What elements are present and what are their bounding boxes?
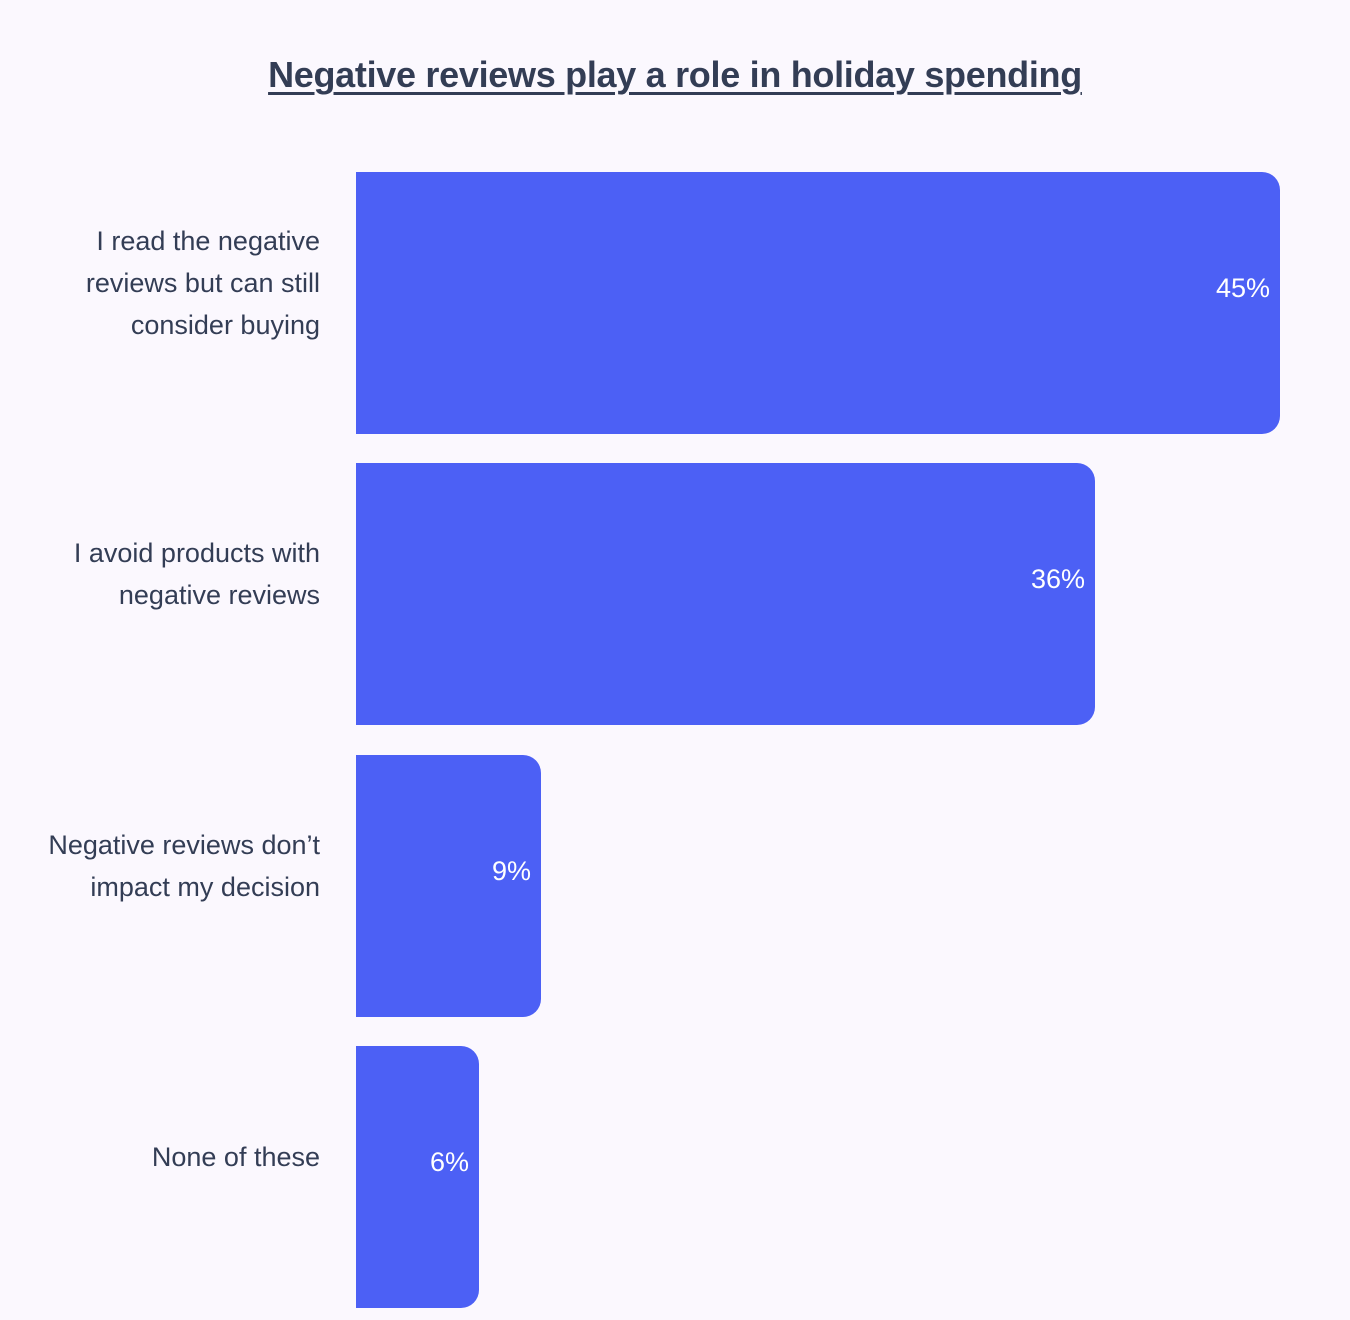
value-label: 45% [1215,273,1270,303]
value-label: 9% [491,856,531,886]
bar [356,1046,479,1308]
chart-title: Negative reviews play a role in holiday … [268,54,1082,95]
category-label: None of these [151,1142,320,1172]
category-label: I read the negative reviews but can stil… [85,226,320,340]
bar [356,755,541,1017]
category-label: I avoid products with negative reviews [73,538,320,610]
value-label: 6% [429,1147,469,1177]
category-label: Negative reviews don’t impact my decisio… [48,830,320,902]
bar [356,172,1280,434]
value-label: 36% [1030,564,1085,594]
bar [356,463,1095,725]
